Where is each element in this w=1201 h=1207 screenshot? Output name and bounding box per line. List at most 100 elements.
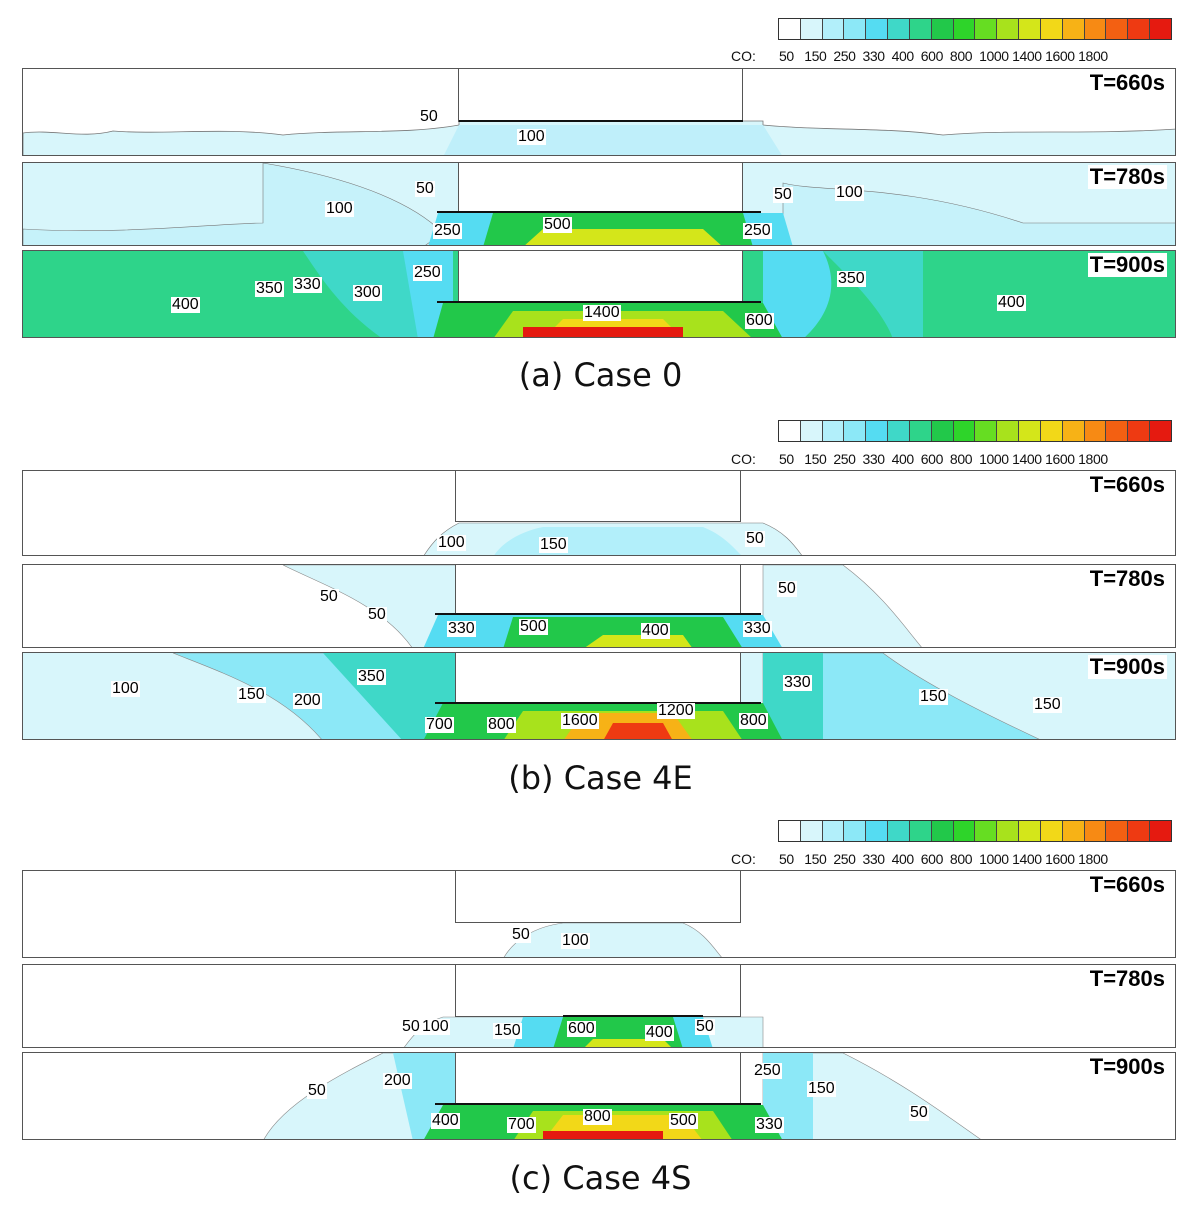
obstacle-block <box>458 251 743 302</box>
colorbar-swatch <box>844 19 867 39</box>
colorbar-swatch <box>931 421 954 441</box>
contour-label: 300 <box>353 284 382 301</box>
colorbar-swatch <box>953 821 976 841</box>
snapshot-panel: T=900s 400 350 330 300 250 1400 600 350 … <box>22 250 1176 338</box>
colorbar-swatch <box>1040 19 1063 39</box>
time-label: T=660s <box>1087 70 1167 95</box>
colorbar-swatch <box>800 421 823 441</box>
colorbar-swatch <box>1106 821 1129 841</box>
colorbar-swatch <box>975 19 998 39</box>
colorbar-swatch <box>1062 821 1085 841</box>
snapshot-panel: T=900s 50 200 400 700 800 500 250 150 33… <box>22 1052 1176 1140</box>
colorbar-swatch <box>844 821 867 841</box>
colorbar-swatch <box>1062 19 1085 39</box>
contour-label: 150 <box>493 1022 522 1039</box>
contour-label: 50 <box>401 1018 421 1035</box>
obstacle-block <box>458 69 743 122</box>
colorbar-swatch <box>1084 19 1107 39</box>
contour-label: 800 <box>487 716 516 733</box>
colorbar-title: CO: <box>731 851 756 867</box>
contour-label: 50 <box>745 530 765 547</box>
colorbar-swatch <box>1062 421 1085 441</box>
contour-label: 50 <box>695 1018 715 1035</box>
contour-label: 100 <box>835 184 864 201</box>
figure-group-c: CO: 50 150 250 330 400 600 800 1000 1400… <box>0 803 1201 1203</box>
contour-label: 330 <box>447 620 476 637</box>
colorbar-swatch <box>1128 821 1151 841</box>
colorbar <box>778 18 1172 40</box>
contour-label: 500 <box>519 618 548 635</box>
time-label: T=660s <box>1087 472 1167 497</box>
colorbar-swatch <box>1150 421 1171 441</box>
contour-label: 800 <box>583 1108 612 1125</box>
colorbar-swatch <box>997 421 1020 441</box>
colorbar-swatch <box>931 821 954 841</box>
colorbar-swatch <box>909 821 932 841</box>
contour-field <box>23 653 1175 739</box>
time-label: T=660s <box>1087 872 1167 897</box>
obstacle-block <box>455 653 741 703</box>
colorbar-swatch <box>997 821 1020 841</box>
contour-label: 600 <box>745 312 774 329</box>
colorbar-swatch <box>997 19 1020 39</box>
colorbar-swatch <box>822 821 845 841</box>
ceiling-line <box>437 211 761 213</box>
snapshot-panel: T=780s 50 100 250 500 250 50 100 <box>22 162 1176 246</box>
obstacle-block <box>455 471 741 522</box>
colorbar-swatch <box>866 421 889 441</box>
contour-label: 50 <box>777 580 797 597</box>
figure-group-a: CO: 50 150 250 330 400 600 800 1000 1400… <box>0 0 1201 400</box>
contour-label: 50 <box>909 1104 929 1121</box>
contour-label: 50 <box>415 180 435 197</box>
snapshot-panel: T=900s 100 150 350 200 700 800 1600 1200… <box>22 652 1176 740</box>
contour-label: 150 <box>1033 696 1062 713</box>
contour-label: 400 <box>641 622 670 639</box>
colorbar-swatch <box>975 821 998 841</box>
contour-label: 350 <box>255 280 284 297</box>
colorbar-title: CO: <box>731 451 756 467</box>
contour-label: 330 <box>293 276 322 293</box>
colorbar-swatch <box>1019 19 1041 39</box>
colorbar-swatch <box>779 421 801 441</box>
contour-field <box>23 163 1175 245</box>
colorbar-swatch <box>822 421 845 441</box>
colorbar-swatch <box>1084 421 1107 441</box>
colorbar-swatch <box>953 421 976 441</box>
snapshot-panel: T=780s 50 50 330 500 400 330 50 <box>22 564 1176 648</box>
ceiling-line <box>563 1015 703 1017</box>
colorbar <box>778 420 1172 442</box>
time-label: T=900s <box>1087 252 1167 277</box>
obstacle-block <box>458 163 743 213</box>
ceiling-line <box>435 702 761 704</box>
obstacle-block <box>455 1053 741 1105</box>
contour-label: 50 <box>319 588 339 605</box>
time-label: T=900s <box>1087 654 1167 679</box>
colorbar-swatch <box>975 421 998 441</box>
colorbar-title: CO: <box>731 48 756 64</box>
contour-label: 350 <box>357 668 386 685</box>
contour-label: 100 <box>111 680 140 697</box>
colorbar-swatch <box>1040 821 1063 841</box>
snapshot-panel: T=780s 50 100 150 600 400 50 <box>22 964 1176 1048</box>
contour-label: 400 <box>171 296 200 313</box>
contour-label: 500 <box>543 216 572 233</box>
contour-label: 150 <box>539 536 568 553</box>
contour-label: 250 <box>743 222 772 239</box>
figure-caption: (a) Case 0 <box>518 356 683 394</box>
figure-caption: (c) Case 4S <box>509 1159 692 1197</box>
colorbar-swatch <box>844 421 867 441</box>
colorbar-swatch <box>953 19 976 39</box>
ceiling-line <box>435 1103 761 1105</box>
colorbar-ticks: 50 150 250 330 400 600 800 1000 1400 160… <box>779 451 1108 467</box>
colorbar-swatch <box>866 19 889 39</box>
colorbar-swatch <box>1106 19 1129 39</box>
obstacle-block <box>455 565 741 615</box>
contour-label: 330 <box>743 620 772 637</box>
colorbar-swatch <box>1019 821 1041 841</box>
colorbar-swatch <box>1019 421 1041 441</box>
obstacle-block <box>455 871 741 923</box>
contour-label: 150 <box>919 688 948 705</box>
contour-label: 250 <box>753 1062 782 1079</box>
contour-label: 150 <box>237 686 266 703</box>
colorbar-swatch <box>779 821 801 841</box>
